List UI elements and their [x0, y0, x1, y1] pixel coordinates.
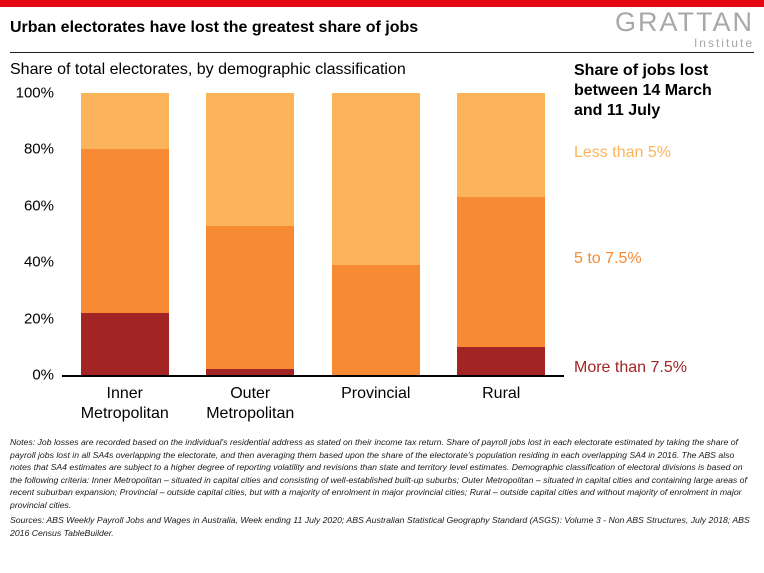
y-tick-label: 0% — [32, 366, 54, 384]
bar-segment — [80, 312, 169, 375]
x-label-cell: Rural — [439, 384, 565, 424]
legend-item: More than 7.5% — [574, 359, 687, 376]
bar-segment — [457, 197, 546, 347]
top-accent-bar — [0, 0, 764, 7]
y-tick-label: 60% — [23, 197, 54, 215]
bar-segment — [331, 265, 420, 375]
plot-area — [62, 93, 564, 377]
bar-outer-metropolitan — [206, 93, 295, 375]
grattan-logo: GRATTAN Institute — [615, 7, 754, 50]
sources-text: Sources: ABS Weekly Payroll Jobs and Wag… — [10, 515, 750, 538]
stacked-bar-chart: 0% 20% 40% 60% 80% 100% — [10, 85, 564, 384]
bar-segment — [80, 149, 169, 313]
main-content: Share of total electorates, by demograph… — [0, 53, 764, 424]
bar-segment — [457, 93, 546, 198]
x-labels: Inner Metropolitan Outer Metropolitan Prov… — [62, 377, 564, 424]
header: Urban electorates have lost the greatest… — [0, 7, 764, 50]
legend-item: Less than 5% — [574, 144, 671, 161]
y-tick-label: 80% — [23, 140, 54, 158]
x-axis-label: Outer Metropolitan — [206, 385, 295, 422]
x-axis-label: Inner Metropolitan — [80, 385, 169, 422]
legend-item: 5 to 7.5% — [574, 250, 642, 267]
x-axis-label: Provincial — [341, 385, 411, 402]
bar-segment — [206, 369, 295, 375]
x-axis-label: Rural — [482, 385, 521, 402]
chart-subtitle: Share of total electorates, by demograph… — [10, 61, 406, 78]
bar-cell — [313, 93, 439, 375]
legend-column: Share of jobs lost between 14 March and … — [564, 53, 754, 424]
y-axis: 0% 20% 40% 60% 80% 100% — [10, 85, 62, 384]
bar-rural — [457, 93, 546, 375]
chart-column: Share of total electorates, by demograph… — [10, 53, 564, 424]
header-divider — [10, 52, 754, 53]
page-title: Urban electorates have lost the greatest… — [10, 19, 419, 36]
bar-provincial — [331, 93, 420, 375]
bar-segment — [206, 225, 295, 370]
bar-cell — [188, 93, 314, 375]
x-label-cell: Inner Metropolitan — [62, 384, 188, 424]
x-label-cell: Outer Metropolitan — [188, 384, 314, 424]
notes-text: Notes: Job losses are recorded based on … — [10, 437, 747, 510]
y-tick-label: 20% — [23, 310, 54, 328]
x-label-cell: Provincial — [313, 384, 439, 424]
y-tick-label: 100% — [15, 84, 54, 102]
bar-segment — [331, 93, 420, 266]
bar-segment — [457, 346, 546, 375]
y-tick-label: 40% — [23, 253, 54, 271]
bar-cell — [62, 93, 188, 375]
footer: Notes: Job losses are recorded based on … — [0, 424, 764, 539]
bar-inner-metropolitan — [80, 93, 169, 375]
legend-title: Share of jobs lost between 14 March and … — [574, 62, 712, 119]
logo-wordmark: GRATTAN — [615, 7, 754, 37]
logo-subtext: Institute — [693, 36, 754, 50]
bar-cell — [439, 93, 565, 375]
bar-segment — [80, 93, 169, 150]
bar-segment — [206, 93, 295, 226]
